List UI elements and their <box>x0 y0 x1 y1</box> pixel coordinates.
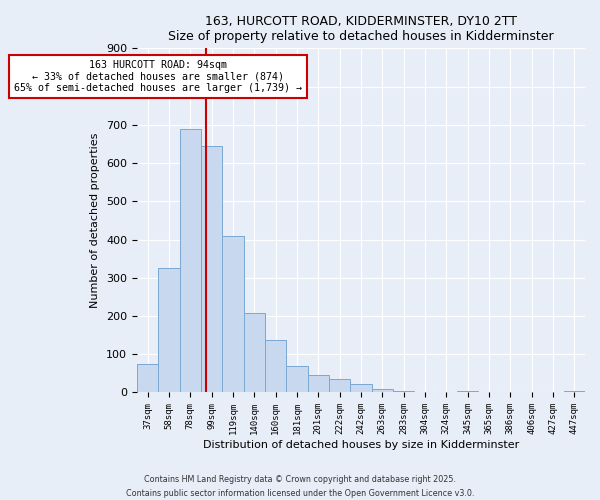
Bar <box>393 391 414 392</box>
Bar <box>265 340 286 392</box>
Y-axis label: Number of detached properties: Number of detached properties <box>91 132 100 308</box>
Bar <box>222 236 244 392</box>
Bar <box>286 366 308 392</box>
Bar <box>371 388 393 392</box>
Bar <box>201 146 222 392</box>
Title: 163, HURCOTT ROAD, KIDDERMINSTER, DY10 2TT
Size of property relative to detached: 163, HURCOTT ROAD, KIDDERMINSTER, DY10 2… <box>168 15 554 43</box>
Bar <box>179 128 201 392</box>
Text: 163 HURCOTT ROAD: 94sqm
← 33% of detached houses are smaller (874)
65% of semi-d: 163 HURCOTT ROAD: 94sqm ← 33% of detache… <box>14 60 302 93</box>
Bar <box>244 313 265 392</box>
Bar <box>158 268 179 392</box>
Bar <box>308 374 329 392</box>
Bar <box>563 391 585 392</box>
Bar <box>457 390 478 392</box>
Bar <box>137 364 158 392</box>
X-axis label: Distribution of detached houses by size in Kidderminster: Distribution of detached houses by size … <box>203 440 519 450</box>
Bar <box>329 379 350 392</box>
Bar <box>350 384 371 392</box>
Text: Contains HM Land Registry data © Crown copyright and database right 2025.
Contai: Contains HM Land Registry data © Crown c… <box>126 476 474 498</box>
